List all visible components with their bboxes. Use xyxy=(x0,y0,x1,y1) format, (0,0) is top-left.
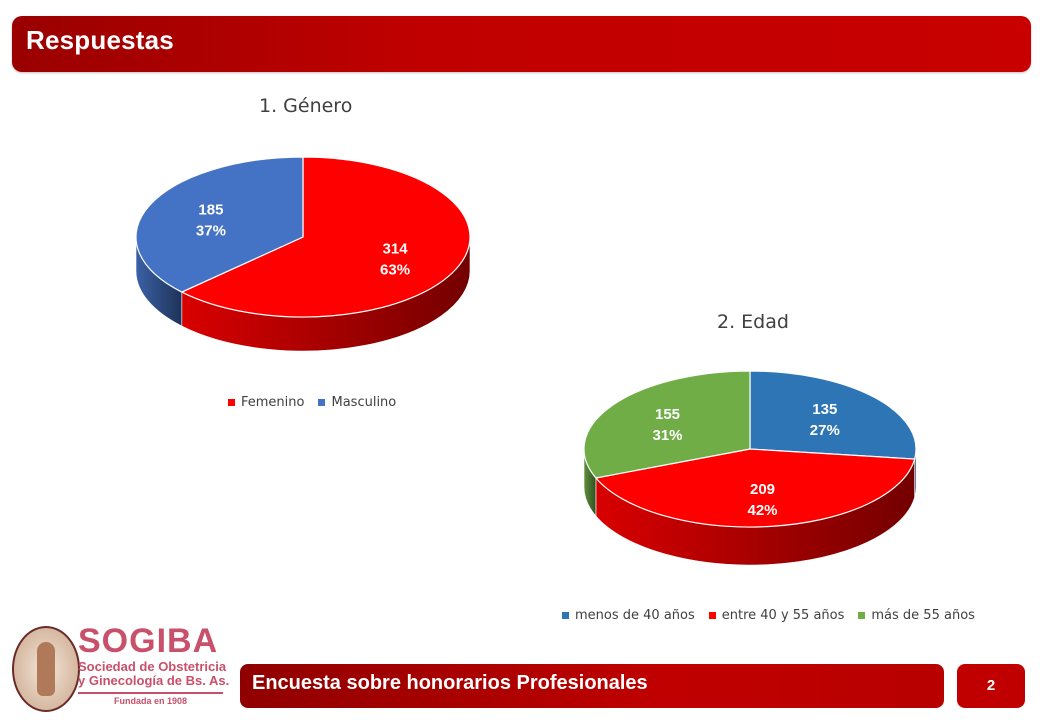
legend-edad: menos de 40 años entre 40 y 55 años más de… xyxy=(562,608,975,623)
header-bar: Respuestas xyxy=(12,16,1031,72)
logo-founded: Fundada en 1908 xyxy=(114,696,188,706)
pie-slice-edad-1 xyxy=(594,448,916,528)
legend-label: entre 40 y 55 años xyxy=(721,608,845,623)
pie-slice-genero-0 xyxy=(180,156,471,318)
page-title: Respuestas xyxy=(26,25,174,55)
legend-swatch xyxy=(858,612,866,619)
pie-genero: 314 63% 185 37% xyxy=(135,156,471,352)
pie-value-genero-1: 185 xyxy=(198,201,223,218)
chart-title-genero: 1. Género xyxy=(259,95,353,117)
pie-value-genero-0: 314 xyxy=(383,241,409,258)
logo-seal xyxy=(12,626,80,712)
pie-value-edad-2: 155 xyxy=(655,406,680,423)
logo-subtitle-line1: Sociedad de Obstetricia xyxy=(78,659,227,674)
page-number: 2 xyxy=(957,664,1025,708)
legend-item-edad-1: entre 40 y 55 años xyxy=(708,608,845,623)
legend-swatch xyxy=(318,399,326,406)
pie-slice-edad-0 xyxy=(749,370,917,460)
chart-title-edad: 2. Edad xyxy=(717,311,789,333)
sogiba-logo: SOGIBA Sociedad de Obstetricia y Ginecol… xyxy=(10,622,230,714)
legend-item-genero-1: Masculino xyxy=(318,395,396,410)
legend-label: más de 55 años xyxy=(871,608,975,623)
pie-percent-edad-0: 27% xyxy=(810,422,840,439)
pie-slice-edad-2 xyxy=(583,370,751,479)
logo-subtitle: Sociedad de Obstetricia y Ginecología de… xyxy=(78,660,229,688)
logo-subtitle-line2: y Ginecología de Bs. As. xyxy=(78,673,230,688)
legend-label: menos de 40 años xyxy=(575,608,695,623)
legend-item-edad-2: más de 55 años xyxy=(858,608,975,623)
pie-value-edad-1: 209 xyxy=(750,481,775,498)
pie-percent-genero-1: 37% xyxy=(196,222,226,239)
legend-label: Masculino xyxy=(331,395,397,410)
legend-swatch xyxy=(562,612,569,619)
footer-bar: Encuesta sobre honorarios Profesionales xyxy=(240,664,944,708)
pie-percent-edad-2: 31% xyxy=(652,427,682,444)
legend-item-edad-0: menos de 40 años xyxy=(562,608,695,623)
legend-item-genero-0: Femenino xyxy=(228,395,304,410)
footer-title: Encuesta sobre honorarios Profesionales xyxy=(252,672,648,694)
legend-genero: Femenino Masculino xyxy=(228,395,396,410)
pie-value-edad-0: 135 xyxy=(812,401,837,418)
legend-swatch xyxy=(228,399,235,406)
legend-label: Femenino xyxy=(241,395,305,410)
logo-name: SOGIBA xyxy=(78,622,219,660)
legend-swatch xyxy=(708,612,716,619)
logo-divider xyxy=(78,692,223,694)
pie-percent-genero-0: 63% xyxy=(380,262,410,279)
pie-edad: 135 27% 209 42% 155 31% xyxy=(583,370,917,566)
pie-slice-genero-1 xyxy=(135,156,304,293)
pie-percent-edad-1: 42% xyxy=(747,502,777,519)
